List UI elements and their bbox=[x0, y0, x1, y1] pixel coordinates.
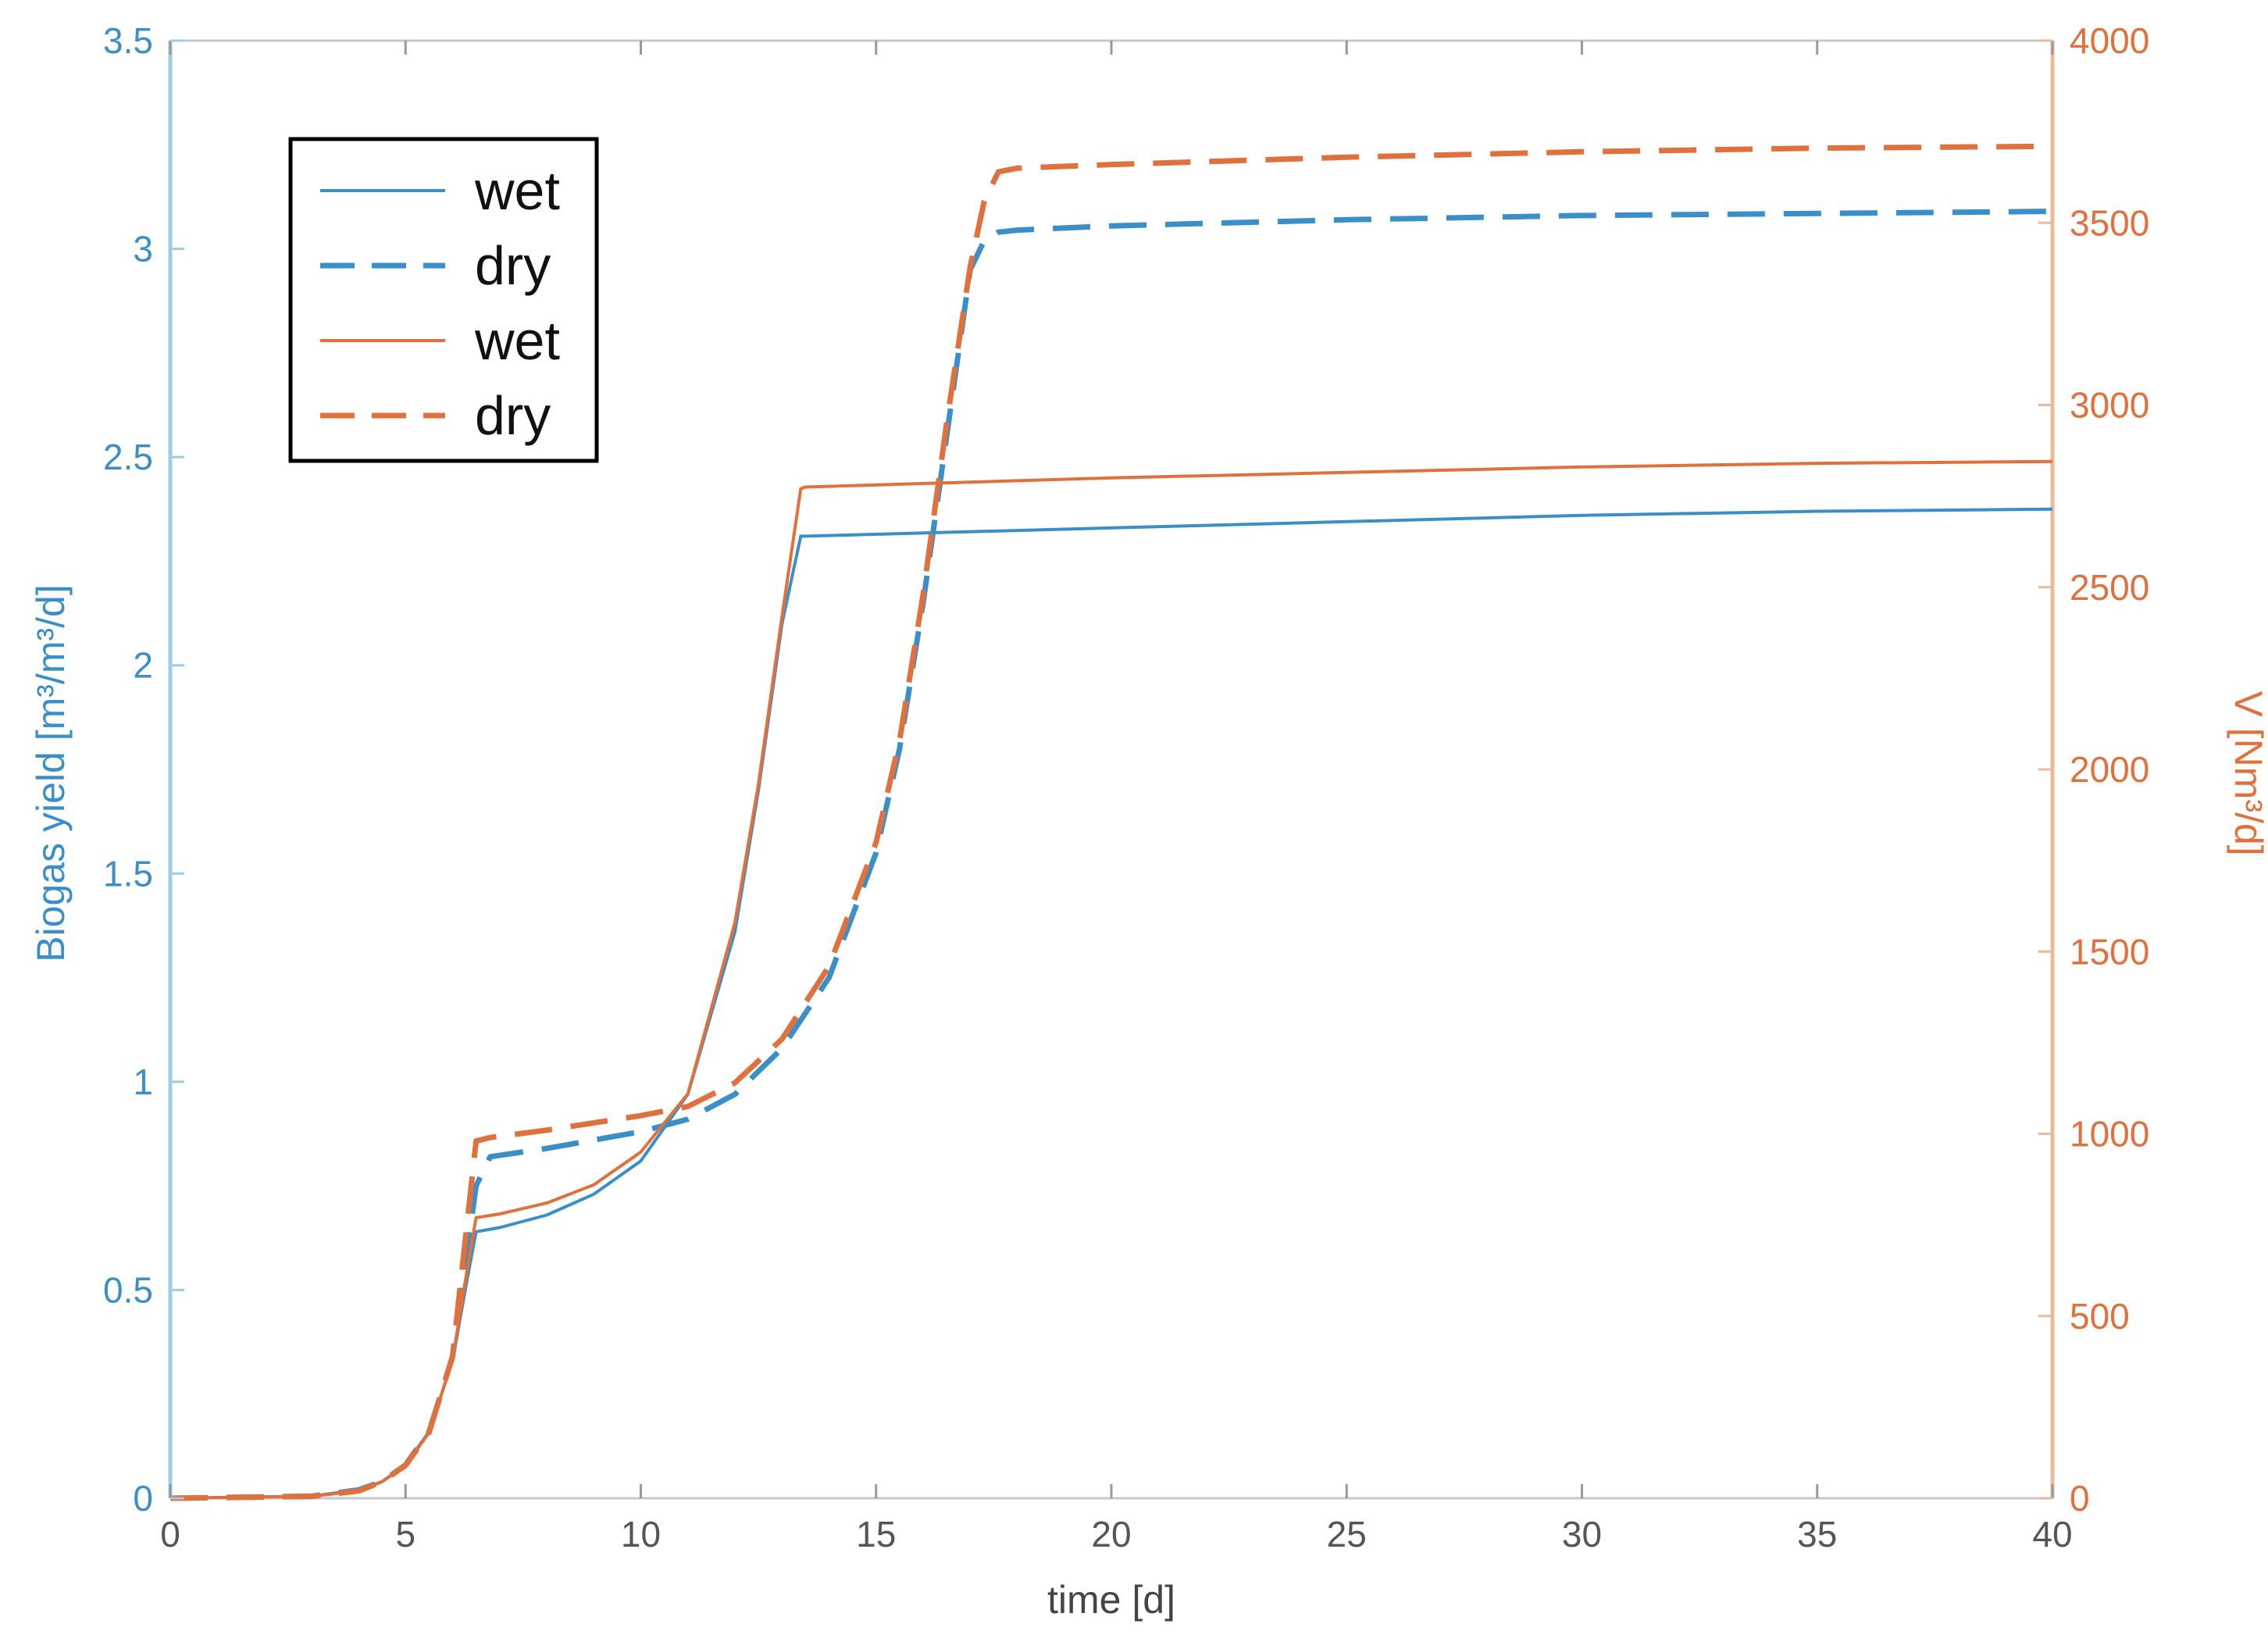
y-axis-right-label: V [Nm³/d] bbox=[2227, 691, 2268, 855]
x-tick-label: 15 bbox=[856, 1514, 896, 1554]
y-left-tick-label: 3 bbox=[133, 229, 153, 269]
x-tick-label: 30 bbox=[1562, 1514, 1602, 1554]
x-axis-label: time [d] bbox=[1047, 1578, 1175, 1622]
y-right-tick-label: 500 bbox=[2070, 1296, 2130, 1337]
legend: wet dry wet dry bbox=[288, 137, 599, 463]
y-left-tick-label: 1.5 bbox=[103, 853, 153, 894]
y-right-tick-label: 3500 bbox=[2070, 202, 2149, 243]
y-left-tick-label: 3.5 bbox=[103, 20, 153, 61]
series-layer bbox=[169, 143, 2053, 1501]
series-line-left-dry-dashed bbox=[169, 209, 2053, 1501]
ticks-layer: 0 5 10 15 20 25 30 35 4000.511.522.533.505001000… bbox=[103, 20, 2149, 1554]
legend-label: wet bbox=[474, 310, 560, 371]
y-right-tick-label: 2000 bbox=[2070, 749, 2149, 790]
x-tick-label: 40 bbox=[2032, 1514, 2072, 1554]
x-tick-label: 10 bbox=[621, 1514, 661, 1554]
x-tick-label: 20 bbox=[1091, 1514, 1131, 1554]
legend-label: dry bbox=[475, 235, 551, 296]
y-left-tick-label: 1 bbox=[133, 1062, 153, 1102]
y-right-tick-label: 1500 bbox=[2070, 931, 2149, 972]
legend-box bbox=[288, 137, 599, 463]
legend-label: dry bbox=[475, 385, 551, 446]
y-right-tick-label: 4000 bbox=[2070, 20, 2149, 61]
y-right-tick-label: 3000 bbox=[2070, 385, 2149, 426]
y-axis-left-label: Biogas yield [m³/m³/d] bbox=[29, 584, 73, 962]
y-left-tick-label: 0 bbox=[133, 1478, 153, 1519]
x-tick-label: 0 bbox=[160, 1514, 180, 1554]
y-left-tick-label: 0.5 bbox=[103, 1269, 153, 1310]
x-tick-label: 25 bbox=[1327, 1514, 1367, 1554]
x-tick-label: 35 bbox=[1797, 1514, 1837, 1554]
y-left-tick-label: 2.5 bbox=[103, 437, 153, 477]
y-left-tick-label: 2 bbox=[133, 645, 153, 686]
x-tick-label: 5 bbox=[395, 1514, 415, 1554]
series-line-right-wet-solid bbox=[169, 459, 2053, 1500]
series-line-right-dry-dashed bbox=[169, 143, 2053, 1501]
legend-label: wet bbox=[474, 160, 560, 221]
y-right-tick-label: 1000 bbox=[2070, 1114, 2149, 1155]
y-right-tick-label: 0 bbox=[2070, 1478, 2090, 1519]
y-right-tick-label: 2500 bbox=[2070, 567, 2149, 608]
